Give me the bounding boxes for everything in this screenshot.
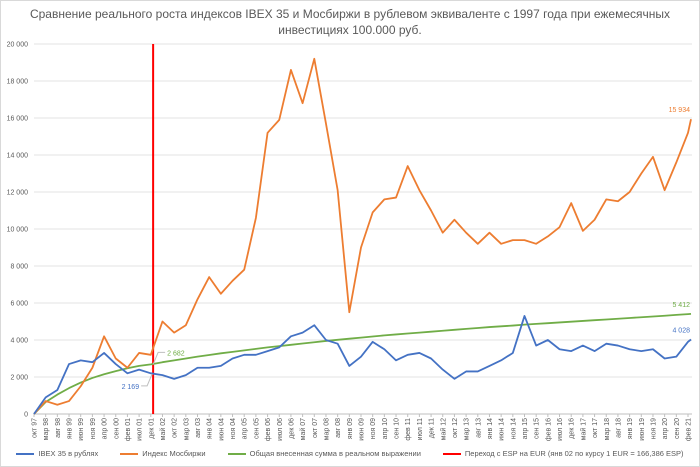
x-tick-label: июл 06 (277, 418, 284, 441)
legend-item-ibex: IBEX 35 в рублях (16, 449, 98, 458)
legend-label: IBEX 35 в рублях (38, 449, 99, 458)
legend-item-invested: Общая внесенная сумма в реальном выражен… (227, 449, 421, 458)
x-tick-label: дек 11 (429, 418, 436, 438)
x-tick-label: фев 06 (265, 418, 272, 441)
x-tick-label: окт 97 (32, 418, 39, 438)
x-tick-label: мар 03 (183, 418, 190, 440)
x-tick-label: авг 08 (335, 418, 342, 438)
y-tick-label: 20 000 (7, 42, 29, 49)
legend-swatch (16, 452, 35, 455)
x-tick-label: ноя 09 (370, 418, 377, 439)
y-tick-label: 8 000 (10, 264, 28, 271)
x-tick-label: мар 13 (464, 418, 471, 440)
y-tick-label: 18 000 (7, 79, 29, 86)
x-tick-label: янв 04 (207, 418, 214, 439)
annotation-leader (141, 373, 153, 387)
x-tick-label: май 02 (159, 418, 167, 440)
x-tick-label: янв 19 (627, 418, 634, 439)
x-tick-label: ноя 04 (230, 418, 237, 439)
x-tick-label: янв 99 (67, 418, 74, 439)
x-tick-label: фев 16 (545, 418, 552, 441)
x-tick-label: авг 03 (195, 418, 202, 438)
x-tick-label: окт 17 (592, 418, 599, 438)
x-tick-label: фев 21 (686, 418, 693, 441)
annotation-leader (152, 351, 166, 365)
x-tick-label: апр 05 (242, 418, 249, 439)
x-tick-label: окт 02 (172, 418, 179, 438)
y-tick-label: 0 (24, 412, 28, 419)
y-tick-label: 6 000 (10, 301, 28, 308)
chart-title: Сравнение реального роста индексов IBEX … (29, 7, 671, 37)
series-line-2 (33, 312, 692, 415)
x-tick-label: май 07 (299, 418, 307, 440)
x-tick-label: сен 20 (674, 418, 681, 439)
series-line-0 (33, 315, 692, 415)
y-tick-label: 4 000 (10, 338, 28, 345)
y-tick-label: 12 000 (7, 190, 29, 197)
x-tick-label: июн 14 (499, 418, 506, 441)
x-tick-label: дек 01 (148, 418, 155, 439)
legend-swatch (442, 452, 461, 455)
x-tick-label: май 17 (579, 418, 587, 440)
x-tick-label: июн 04 (218, 418, 225, 441)
x-tick-label: ноя 19 (650, 418, 657, 439)
x-tick-label: апр 10 (382, 418, 389, 439)
legend-swatch (227, 452, 246, 455)
x-tick-label: ноя 99 (90, 418, 97, 439)
legend-label: Индекс Мосбиржи (142, 449, 206, 458)
x-tick-label: май 12 (439, 418, 447, 440)
x-tick-label: дек 06 (288, 418, 295, 439)
x-tick-label: окт 07 (312, 418, 319, 438)
legend-item-moex: Индекс Мосбиржи (120, 449, 206, 458)
x-tick-label: июл 01 (137, 418, 144, 441)
legend-swatch (120, 452, 139, 455)
x-tick-label: дек 16 (569, 418, 576, 439)
legend-label: Переход с ESP на EUR (янв 02 по курсу 1 … (464, 449, 684, 458)
annotation-ibex: 2 169 (122, 384, 140, 391)
x-tick-label: сен 05 (253, 418, 260, 439)
y-tick-label: 2 000 (10, 375, 28, 382)
x-tick-label: мар 98 (43, 418, 50, 440)
x-tick-label: янв 14 (487, 418, 494, 439)
end-value-label: 4 028 (672, 327, 690, 334)
x-tick-label: июл 16 (557, 418, 564, 441)
x-tick-label: апр 00 (102, 418, 109, 439)
y-tick-label: 16 000 (7, 116, 29, 123)
annotation-invested: 2 682 (167, 350, 185, 357)
x-tick-label: апр 15 (522, 418, 529, 439)
end-value-label: 15 934 (669, 107, 691, 114)
x-tick-label: окт 12 (452, 418, 459, 438)
x-tick-label: авг 18 (615, 418, 622, 438)
legend-item-marker: Переход с ESP на EUR (янв 02 по курсу 1 … (442, 449, 684, 458)
x-tick-label: фев 11 (405, 418, 412, 441)
x-tick-label: ноя 14 (510, 418, 517, 439)
x-tick-label: сен 15 (534, 418, 541, 439)
x-tick-label: сен 10 (394, 418, 401, 439)
x-tick-label: мар 18 (604, 418, 611, 440)
legend: IBEX 35 в рублях Индекс Мосбиржи Общая в… (0, 449, 700, 458)
y-tick-label: 10 000 (7, 227, 29, 234)
x-tick-label: июн 09 (359, 418, 366, 441)
legend-label: Общая внесенная сумма в реальном выражен… (249, 449, 421, 458)
series-line-1 (33, 57, 692, 415)
x-tick-label: янв 09 (347, 418, 354, 439)
x-tick-label: июл 11 (417, 418, 424, 440)
x-tick-label: мар 08 (323, 418, 330, 440)
x-tick-label: июн 19 (639, 418, 646, 441)
x-tick-label: июн 99 (78, 418, 85, 441)
x-tick-label: фев 01 (125, 418, 132, 441)
x-tick-label: авг 13 (475, 418, 482, 438)
y-tick-label: 14 000 (7, 153, 29, 160)
x-tick-label: сен 00 (113, 418, 120, 439)
x-tick-label: авг 98 (55, 418, 62, 438)
end-value-label: 5 412 (672, 302, 690, 309)
x-tick-label: апр 20 (662, 418, 669, 439)
